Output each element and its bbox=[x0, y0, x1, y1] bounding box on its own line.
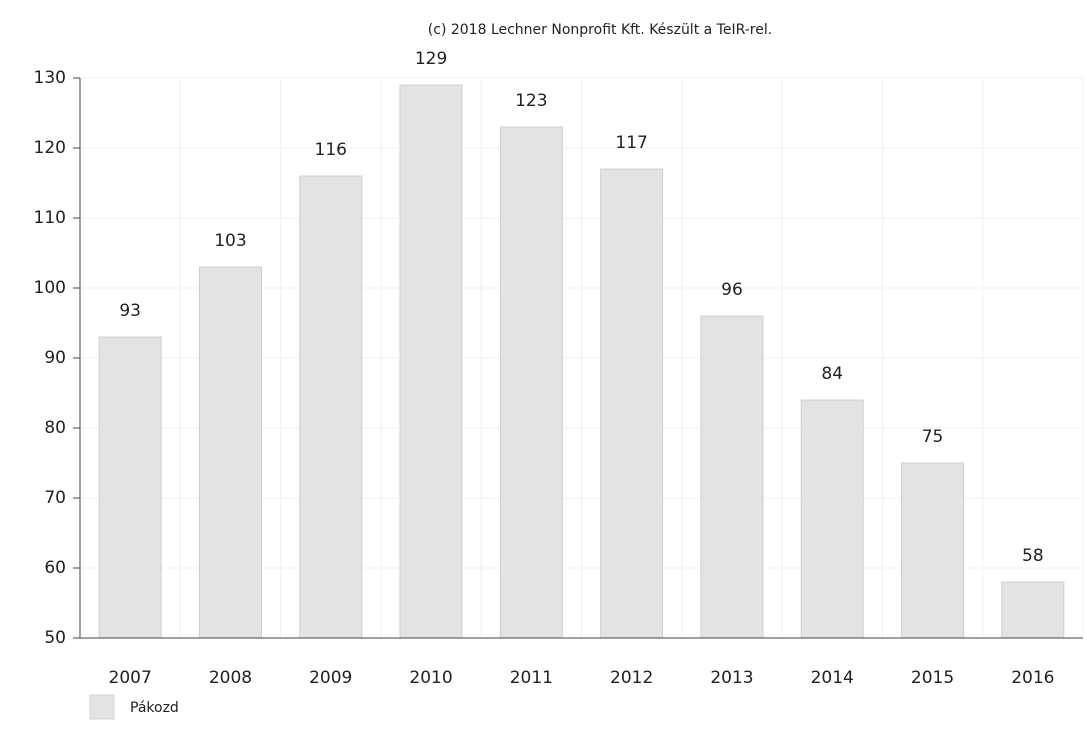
value-label: 129 bbox=[415, 49, 447, 69]
bar bbox=[700, 315, 764, 639]
y-tick-label: 130 bbox=[34, 68, 66, 88]
chart-title: (c) 2018 Lechner Nonprofit Kft. Készült … bbox=[428, 22, 772, 38]
value-label: 123 bbox=[515, 91, 547, 111]
x-tick-label: 2007 bbox=[109, 668, 152, 688]
x-tick-label: 2011 bbox=[510, 668, 553, 688]
bar bbox=[399, 84, 463, 639]
bar bbox=[901, 462, 965, 639]
y-tick-label: 110 bbox=[34, 208, 66, 228]
y-tick-label: 50 bbox=[44, 628, 66, 648]
bar bbox=[800, 399, 864, 639]
y-tick-label: 90 bbox=[44, 348, 66, 368]
bar bbox=[299, 175, 363, 639]
value-label: 58 bbox=[1022, 546, 1044, 566]
bar bbox=[600, 168, 664, 639]
x-tick-label: 2016 bbox=[1011, 668, 1054, 688]
y-tick-label: 100 bbox=[34, 278, 66, 298]
value-label: 84 bbox=[821, 364, 843, 384]
y-tick-label: 60 bbox=[44, 558, 66, 578]
x-tick-label: 2010 bbox=[409, 668, 452, 688]
bar bbox=[98, 336, 162, 639]
y-tick-label: 70 bbox=[44, 488, 66, 508]
bar bbox=[499, 126, 563, 639]
bar bbox=[1001, 581, 1065, 639]
value-label: 116 bbox=[315, 140, 347, 160]
x-tick-label: 2014 bbox=[811, 668, 854, 688]
x-tick-label: 2012 bbox=[610, 668, 653, 688]
x-tick-label: 2013 bbox=[710, 668, 753, 688]
legend-label: Pákozd bbox=[130, 700, 179, 716]
value-label: 103 bbox=[214, 231, 246, 251]
value-label: 93 bbox=[119, 301, 141, 321]
bar bbox=[198, 266, 262, 639]
y-tick-label: 80 bbox=[44, 418, 66, 438]
value-label: 96 bbox=[721, 280, 743, 300]
x-tick-label: 2008 bbox=[209, 668, 252, 688]
legend-swatch bbox=[89, 694, 115, 720]
x-tick-label: 2015 bbox=[911, 668, 954, 688]
x-tick-label: 2009 bbox=[309, 668, 352, 688]
value-label: 117 bbox=[615, 133, 647, 153]
y-tick-label: 120 bbox=[34, 138, 66, 158]
value-label: 75 bbox=[922, 427, 944, 447]
